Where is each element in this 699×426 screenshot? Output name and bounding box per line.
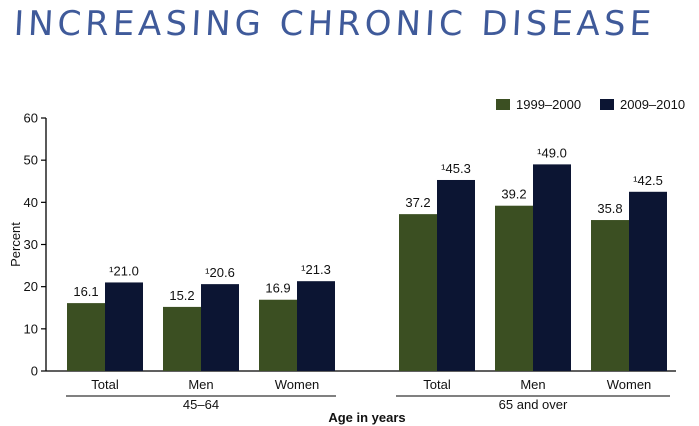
bar-data-label: ¹42.5 bbox=[633, 173, 663, 188]
bar bbox=[495, 205, 533, 371]
bar-data-label: ¹21.3 bbox=[301, 262, 331, 277]
chart-bars bbox=[67, 164, 667, 371]
bar-data-label: 15.2 bbox=[169, 288, 194, 303]
bar bbox=[399, 214, 437, 371]
y-tick-label: 60 bbox=[24, 111, 38, 126]
bar-data-label: 37.2 bbox=[405, 195, 430, 210]
bar-data-label: ¹20.6 bbox=[205, 265, 235, 280]
x-axis-title: Age in years bbox=[328, 410, 405, 425]
legend-swatch bbox=[600, 99, 614, 110]
y-tick-label: 0 bbox=[31, 364, 38, 379]
y-tick-label: 30 bbox=[24, 237, 38, 252]
bar bbox=[591, 220, 629, 371]
x-group-label: 65 and over bbox=[499, 397, 568, 412]
x-group-label: 45–64 bbox=[183, 397, 219, 412]
bar bbox=[67, 303, 105, 371]
y-tick-label: 20 bbox=[24, 279, 38, 294]
bar bbox=[201, 284, 239, 371]
bar bbox=[259, 299, 297, 371]
bar bbox=[105, 282, 143, 371]
x-category-label: Women bbox=[275, 377, 320, 392]
legend-label: 2009–2010 bbox=[620, 97, 685, 112]
bar-data-label: 16.9 bbox=[265, 281, 290, 296]
x-category-label: Total bbox=[423, 377, 451, 392]
bar-data-label: ¹21.0 bbox=[109, 263, 139, 278]
bar bbox=[437, 179, 475, 371]
y-tick-label: 40 bbox=[24, 195, 38, 210]
y-tick-label: 10 bbox=[24, 321, 38, 336]
chart-labels: 16.1 15.2 16.9 37.2 39.2 35.8 ¹21.0 ¹20.6 ¹21.3 ¹… bbox=[66, 145, 670, 425]
x-category-label: Women bbox=[607, 377, 652, 392]
chart-axes: 0 10 20 30 40 50 60 Percent bbox=[8, 111, 676, 379]
bar bbox=[297, 281, 335, 371]
bar-data-label: ¹45.3 bbox=[441, 161, 471, 176]
bar bbox=[629, 191, 667, 371]
legend-swatch bbox=[496, 99, 510, 110]
y-tick-label: 50 bbox=[24, 153, 38, 168]
y-axis-title: Percent bbox=[8, 222, 23, 267]
bar-data-label: 35.8 bbox=[597, 201, 622, 216]
bar bbox=[533, 164, 571, 371]
x-category-label: Men bbox=[520, 377, 545, 392]
chart-legend: 1999–2000 2009–2010 bbox=[496, 97, 685, 112]
bar-data-label: ¹49.0 bbox=[537, 145, 567, 160]
x-category-label: Men bbox=[188, 377, 213, 392]
bar-data-label: 16.1 bbox=[73, 284, 98, 299]
bar bbox=[163, 306, 201, 371]
x-category-label: Total bbox=[91, 377, 119, 392]
legend-label: 1999–2000 bbox=[516, 97, 581, 112]
bar-data-label: 39.2 bbox=[501, 187, 526, 202]
